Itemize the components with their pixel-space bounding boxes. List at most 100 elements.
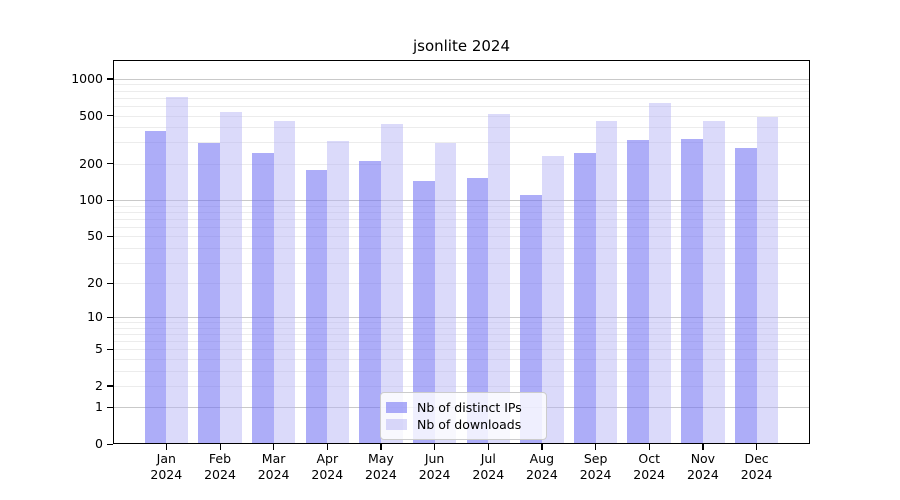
- bar-distinct-ips-dec: [734, 148, 757, 444]
- gridline-major: [113, 200, 810, 202]
- bar-downloads-aug: [541, 156, 564, 444]
- bar-distinct-ips-jul: [466, 177, 489, 444]
- y-tick-label: 0: [95, 436, 103, 451]
- bar-downloads-dec: [756, 116, 779, 444]
- bar-distinct-ips-oct: [627, 140, 650, 444]
- gridline-minor: [113, 334, 810, 336]
- bar-downloads-jun: [434, 143, 457, 444]
- bar-downloads-sep: [595, 120, 618, 444]
- x-tick-label: Dec 2024: [740, 451, 773, 482]
- gridline-minor: [113, 341, 810, 343]
- gridline-minor: [113, 247, 810, 249]
- y-tick-label: 5: [95, 341, 103, 357]
- y-tick-mark: [107, 235, 113, 237]
- x-tick-mark: [326, 444, 328, 450]
- x-tick-mark: [702, 444, 704, 450]
- x-tick-mark: [648, 444, 650, 450]
- x-tick-mark: [219, 444, 221, 450]
- y-tick-mark: [107, 443, 113, 445]
- gridline-major: [113, 78, 810, 80]
- gridline-minor: [113, 84, 810, 86]
- y-tick-label: 20: [87, 275, 103, 291]
- y-tick-label: 500: [79, 107, 103, 123]
- x-tick-mark: [434, 444, 436, 450]
- gridline-minor: [113, 262, 810, 264]
- y-tick-mark: [107, 115, 113, 117]
- bar-downloads-nov: [702, 120, 725, 444]
- x-tick-label: Nov 2024: [686, 451, 719, 482]
- bar-downloads-may: [380, 124, 403, 444]
- x-tick-label: Feb 2024: [204, 451, 236, 482]
- gridline-minor: [113, 142, 810, 144]
- bar-distinct-ips-aug: [520, 195, 542, 444]
- bar-downloads-oct: [649, 103, 671, 444]
- legend-label-downloads: Nb of downloads: [417, 417, 522, 432]
- y-tick-mark: [107, 385, 113, 387]
- legend-swatch-downloads: [386, 419, 407, 430]
- x-tick-label: Jun 2024: [418, 451, 451, 482]
- x-tick-label: May 2024: [364, 451, 397, 482]
- gridline-minor: [113, 115, 810, 117]
- legend: Nb of distinct IPs Nb of downloads: [380, 392, 547, 440]
- y-tick-label: 2: [95, 377, 103, 393]
- y-tick-label: 1000: [71, 70, 103, 86]
- bar-distinct-ips-may: [359, 160, 381, 444]
- gridline-minor: [113, 370, 810, 372]
- bar-downloads-jan: [166, 97, 189, 444]
- gridline-minor: [113, 205, 810, 207]
- gridline-minor: [113, 90, 810, 92]
- gridline-minor: [113, 358, 810, 360]
- y-tick-label: 100: [79, 192, 103, 208]
- bar-distinct-ips-apr: [305, 170, 328, 444]
- gridline-minor: [113, 327, 810, 329]
- y-tick-mark: [107, 199, 113, 201]
- gridline-minor: [113, 211, 810, 213]
- bar-distinct-ips-jun: [412, 180, 435, 444]
- bar-downloads-jul: [488, 114, 511, 444]
- x-tick-label: Mar 2024: [257, 451, 290, 482]
- x-tick-mark: [487, 444, 489, 450]
- x-tick-mark: [595, 444, 597, 450]
- gridline-minor: [113, 97, 810, 99]
- gridline-minor: [113, 105, 810, 107]
- x-tick-mark: [380, 444, 382, 450]
- gridline-minor: [113, 349, 810, 351]
- x-tick-label: Sep 2024: [579, 451, 612, 482]
- x-tick-mark: [273, 444, 275, 450]
- gridline-minor: [113, 163, 810, 165]
- y-tick-mark: [107, 348, 113, 350]
- gridline-minor: [113, 283, 810, 285]
- x-tick-label: Jan 2024: [150, 451, 183, 482]
- bar-distinct-ips-mar: [251, 153, 274, 444]
- bar-distinct-ips-nov: [681, 138, 703, 444]
- y-tick-label: 1: [95, 399, 103, 415]
- y-tick-label: 200: [79, 155, 103, 171]
- bar-distinct-ips-sep: [573, 153, 596, 444]
- legend-label-distinct-ips: Nb of distinct IPs: [417, 400, 522, 415]
- x-tick-mark: [541, 444, 543, 450]
- legend-swatch-distinct-ips: [386, 402, 407, 413]
- plot-area: [113, 60, 810, 444]
- gridline-minor: [113, 218, 810, 220]
- bar-downloads-feb: [220, 111, 242, 444]
- y-tick-label: 10: [87, 309, 103, 325]
- x-tick-label: Apr 2024: [311, 451, 344, 482]
- legend-entry-downloads: Nb of downloads: [386, 416, 538, 433]
- x-tick-mark: [756, 444, 758, 450]
- x-tick-label: Jul 2024: [472, 451, 505, 482]
- x-tick-label: Aug 2024: [525, 451, 558, 482]
- bar-distinct-ips-jan: [144, 130, 167, 444]
- y-tick-label: 50: [87, 228, 103, 244]
- gridline-minor: [113, 226, 810, 228]
- bar-distinct-ips-feb: [198, 143, 220, 444]
- x-tick-label: Oct 2024: [633, 451, 666, 482]
- y-tick-mark: [107, 78, 113, 80]
- y-tick-mark: [107, 163, 113, 165]
- gridline-minor: [113, 385, 810, 387]
- chart-title: jsonlite 2024: [412, 37, 511, 55]
- bar-downloads-apr: [327, 141, 350, 444]
- legend-entry-distinct-ips: Nb of distinct IPs: [386, 399, 538, 416]
- gridline-minor: [113, 127, 810, 129]
- gridline-minor: [113, 322, 810, 324]
